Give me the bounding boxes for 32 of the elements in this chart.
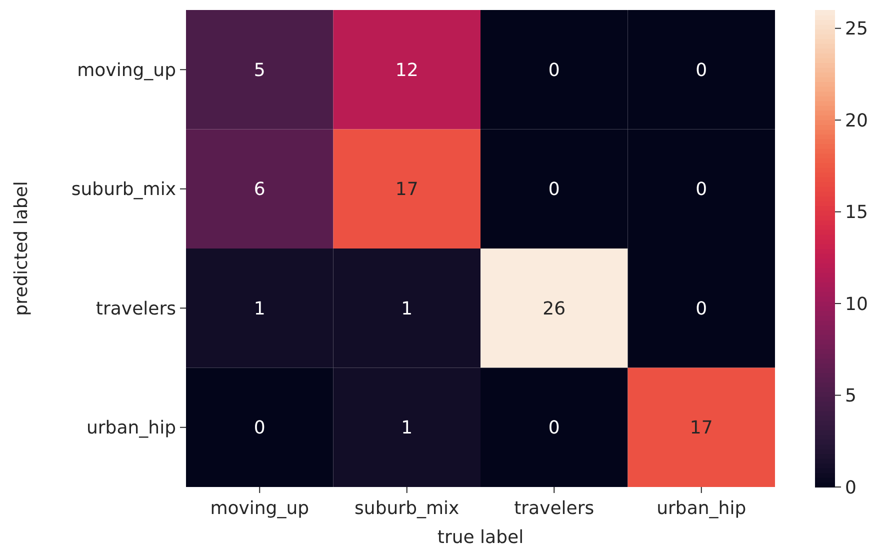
data-label: 26 [542,298,566,320]
color-bar-label: 5 [845,386,856,407]
data-label: 1 [401,298,413,320]
data-label: 0 [548,418,560,439]
x-tick-label: travelers [514,498,594,519]
data-label: 17 [395,179,418,200]
x-axis-title: true label [437,527,524,548]
data-label: 0 [548,179,560,200]
color-bar-label: 15 [845,202,868,224]
y-tick-label: urban_hip [86,418,176,439]
data-label: 0 [696,60,708,81]
data-label: 1 [401,418,413,439]
y-tick-label: moving_up [77,60,176,81]
data-label: 0 [696,179,708,200]
data-label: 0 [696,298,708,320]
y-tick-label: travelers [96,298,176,320]
color-bar-label: 20 [845,110,868,132]
data-label: 1 [254,298,266,320]
y-axis-title: predicted label [11,181,32,316]
x-tick-label: moving_up [210,498,310,519]
color-bar-label: 10 [845,294,868,315]
x-tick-label: suburb_mix [354,498,460,519]
data-label: 0 [254,418,266,439]
data-label: 12 [395,60,418,81]
color-bar-label: 0 [845,477,856,498]
data-label: 17 [690,418,713,439]
data-label: 0 [548,60,560,81]
data-label: 5 [254,60,266,81]
x-tick-label: urban_hip [656,498,746,519]
data-label: 6 [254,179,266,200]
y-tick-label: suburb_mix [71,179,176,200]
color-bar-label: 25 [845,18,868,40]
